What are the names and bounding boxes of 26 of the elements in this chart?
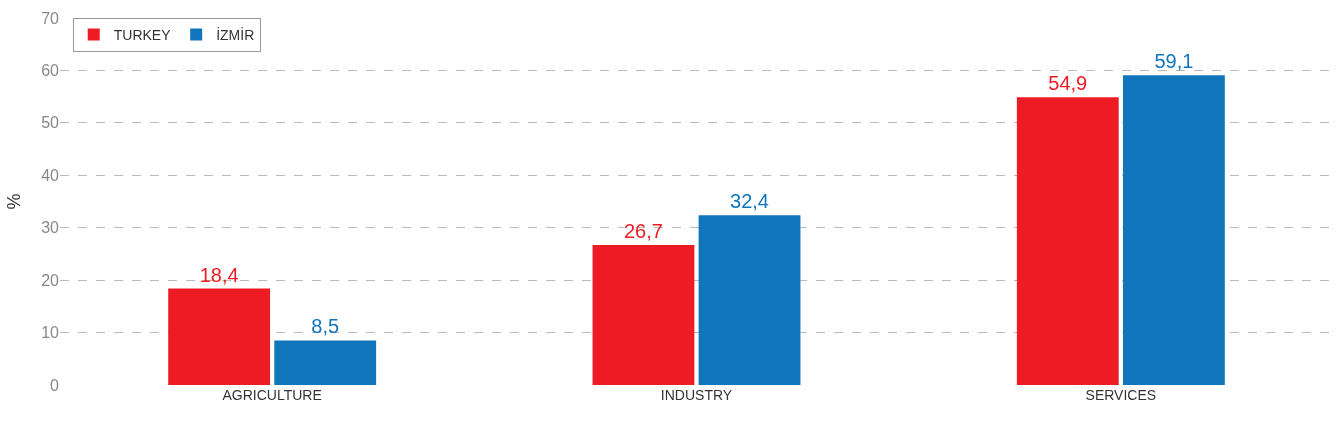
y-tick-label: 20 bbox=[41, 271, 60, 289]
bar bbox=[1122, 75, 1225, 385]
y-tick-label: 10 bbox=[41, 324, 60, 342]
bar bbox=[592, 245, 695, 385]
data-label: 8,5 bbox=[311, 315, 340, 338]
data-label: 32,4 bbox=[730, 190, 770, 213]
bar bbox=[168, 288, 271, 385]
x-tick-label: INDUSTRY bbox=[660, 387, 733, 403]
y-tick-label: 60 bbox=[41, 62, 60, 80]
legend-label: TURKEY bbox=[113, 27, 172, 44]
bar bbox=[698, 215, 801, 385]
y-tick-label: 30 bbox=[41, 219, 60, 237]
y-axis-title: % bbox=[4, 193, 25, 210]
y-tick-label: 70 bbox=[41, 9, 60, 27]
legend-label: İZMİR bbox=[216, 26, 255, 44]
y-tick-label: 0 bbox=[50, 376, 60, 394]
y-tick-label: 40 bbox=[41, 166, 60, 184]
data-label: 59,1 bbox=[1154, 50, 1194, 73]
x-tick-label: AGRICULTURE bbox=[222, 387, 322, 403]
y-tick-label: 50 bbox=[41, 114, 60, 132]
bar bbox=[274, 340, 377, 385]
bar bbox=[1016, 97, 1119, 385]
data-label: 26,7 bbox=[623, 220, 663, 243]
data-label: 54,9 bbox=[1048, 72, 1088, 95]
data-label: 18,4 bbox=[199, 263, 239, 286]
x-tick-label: SERVICES bbox=[1085, 387, 1157, 403]
